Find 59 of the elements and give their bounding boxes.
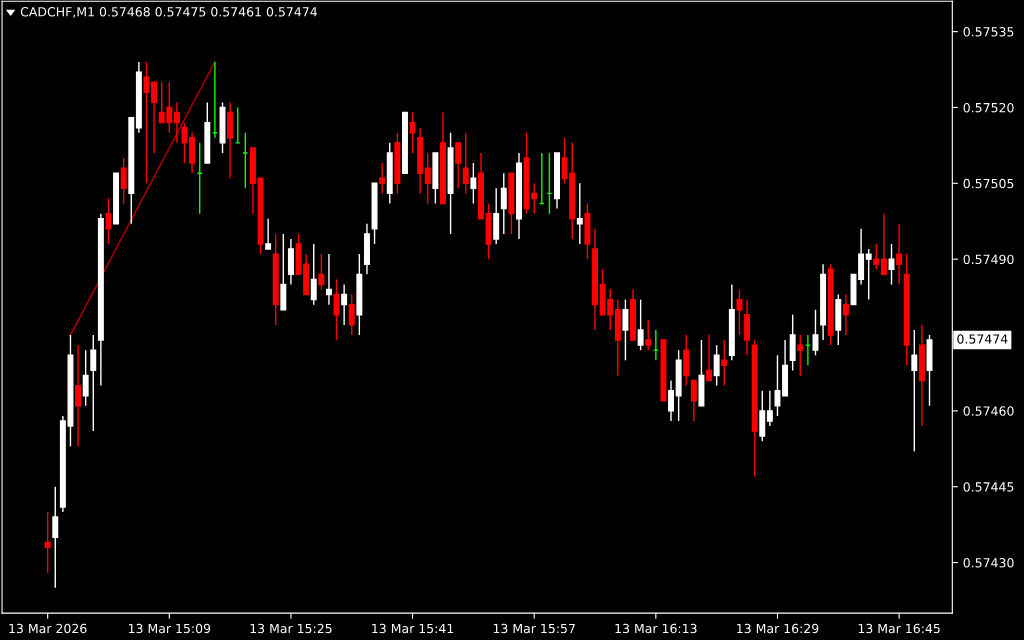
candlestick	[766, 389, 773, 427]
candlestick	[873, 243, 880, 270]
x-tick-label: 13 Mar 15:09	[128, 623, 211, 634]
candlestick	[318, 253, 325, 291]
y-tick-label: 0.57520	[963, 102, 1014, 113]
x-tick-label: 13 Mar 16:13	[615, 623, 697, 634]
x-tick-label: 13 Mar 16:29	[737, 623, 819, 634]
candlestick	[341, 283, 348, 326]
candlestick	[379, 162, 386, 195]
candlestick	[44, 511, 51, 574]
x-tick-label: 13 Mar 15:25	[250, 623, 332, 634]
text: 0.57474	[957, 334, 1008, 344]
candlestick	[622, 298, 629, 361]
candlestick	[90, 334, 97, 432]
candlestick	[888, 243, 895, 286]
x-tick-label: 13 Mar 16:45	[858, 623, 940, 634]
y-tick-label: 0.57460	[963, 406, 1014, 416]
candlestick	[865, 248, 872, 301]
candlestick	[706, 334, 713, 382]
candlestick	[82, 349, 89, 407]
candlestick	[52, 486, 59, 589]
x-tick-label: 13 Mar 15:57	[493, 623, 575, 634]
y-tick-label: 0.57535	[963, 27, 1014, 37]
candlestick	[911, 329, 918, 453]
candlestick	[75, 344, 82, 447]
candlestick	[310, 243, 317, 306]
chart-title: CADCHF,M1 0.57468 0.57475 0.57461 0.57474	[20, 7, 317, 18]
candlestick	[896, 223, 903, 286]
x-tick-label: 13 Mar 2026	[9, 623, 87, 634]
candlestick	[348, 293, 355, 336]
candlestick	[424, 152, 431, 205]
candlestick	[690, 379, 697, 422]
candlestick	[455, 142, 462, 190]
candlestick	[880, 212, 887, 276]
y-tick-label: 0.57430	[963, 558, 1014, 568]
candlestick	[325, 253, 332, 306]
candlestick	[645, 319, 652, 351]
candlestick	[120, 157, 127, 205]
candlestick	[265, 218, 272, 250]
candlestick	[637, 298, 644, 351]
candlestick	[409, 111, 416, 154]
candlestick	[668, 379, 675, 422]
y-tick-label: 0.57505	[963, 178, 1014, 189]
candlestick	[333, 278, 340, 341]
candlestick	[713, 344, 720, 387]
candlestick	[774, 354, 781, 417]
y-tick-label: 0.57445	[963, 482, 1014, 492]
candlestick	[576, 182, 583, 245]
candlestick	[842, 293, 849, 336]
candlestick	[470, 162, 477, 205]
candlestick	[500, 172, 507, 235]
y-tick-label: 0.57490	[963, 254, 1014, 265]
candlestick	[173, 101, 180, 144]
candlestick	[797, 334, 804, 377]
candlestick	[151, 81, 158, 154]
candlestick	[721, 339, 728, 387]
x-tick-label: 13 Mar 15:41	[372, 623, 454, 634]
candlestick	[462, 132, 469, 195]
candlestick	[736, 288, 743, 336]
